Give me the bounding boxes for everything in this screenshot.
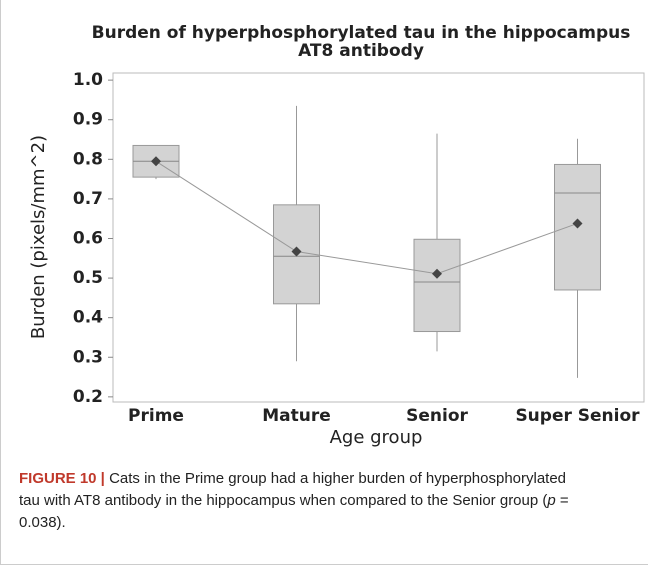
mean-marker	[432, 268, 442, 279]
y-tick-label: 0.2	[73, 387, 103, 407]
chart-subtitle: AT8 antibody	[298, 41, 424, 61]
x-tick-label: Super Senior	[515, 406, 640, 426]
mean-marker	[291, 246, 302, 257]
caption-label: FIGURE 10 |	[19, 470, 105, 487]
mean-marker	[151, 156, 161, 167]
y-tick-label: 0.7	[73, 189, 103, 209]
mean-marker	[572, 218, 583, 229]
y-tick-label: 0.6	[73, 228, 103, 248]
caption: FIGURE 10 | Cats in the Prime group had …	[19, 468, 579, 534]
y-tick-label: 0.3	[73, 347, 103, 367]
caption-end: = 0.038).	[19, 492, 569, 531]
chart: Burden of hyperphosphorylated tau in the…	[28, 23, 645, 448]
y-tick-label: 0.9	[73, 110, 103, 130]
y-tick-label: 1.0	[73, 70, 103, 90]
x-axis-label: Age group	[330, 427, 423, 448]
caption-italic: p	[547, 492, 556, 509]
box	[413, 238, 461, 333]
chart-title: Burden of hyperphosphorylated tau in the…	[92, 23, 631, 43]
y-tick-label: 0.8	[73, 149, 103, 169]
mean-line	[155, 160, 578, 275]
x-tick-label: Senior	[406, 406, 468, 426]
y-axis-label: Burden (pixels/mm^2)	[28, 135, 49, 339]
y-tick-label: 0.4	[73, 308, 103, 328]
x-tick-label: Mature	[262, 406, 331, 426]
x-tick-label: Prime	[128, 406, 184, 426]
y-tick-label: 0.5	[73, 268, 103, 288]
plot-frame	[112, 72, 645, 403]
caption-text: Cats in the Prime group had a higher bur…	[19, 470, 567, 509]
